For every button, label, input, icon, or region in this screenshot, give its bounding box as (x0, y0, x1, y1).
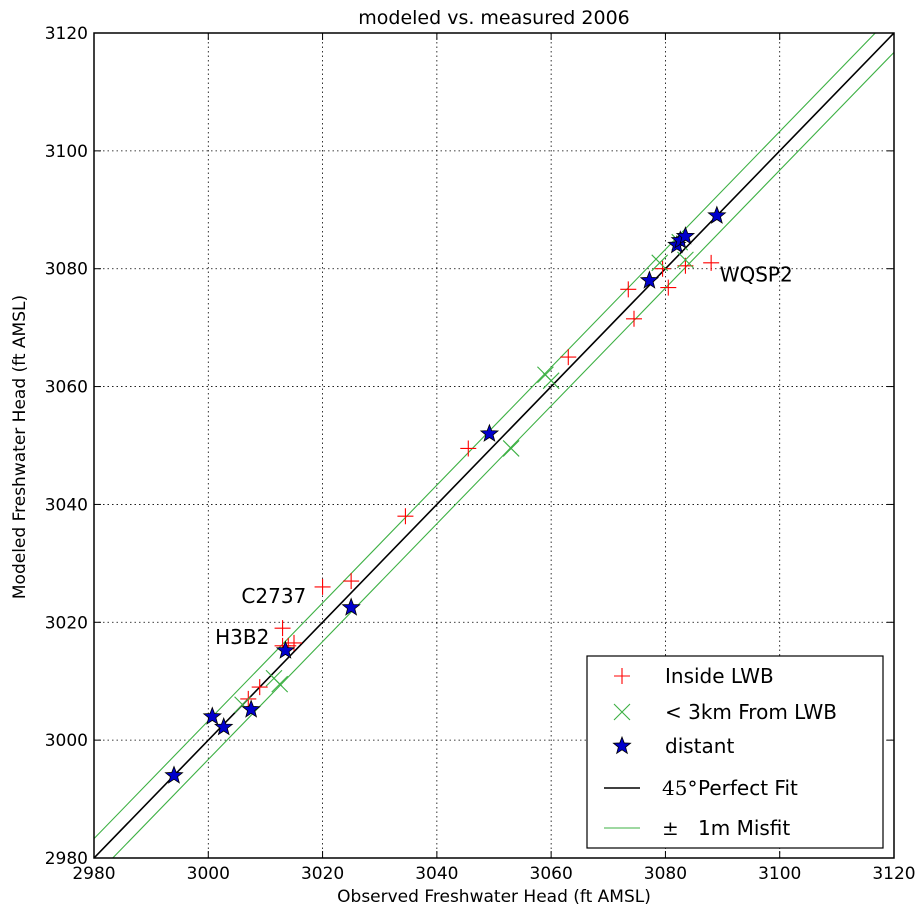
distant-point (639, 270, 660, 289)
fit-line (111, 51, 894, 858)
inside-lwb-point (660, 279, 677, 296)
near-lwb-point (271, 675, 289, 693)
y-tick-label: 2980 (45, 849, 88, 869)
distant-point (479, 423, 500, 442)
x-tick-label: 3060 (530, 864, 573, 884)
chart-title: modeled vs. measured 2006 (358, 7, 630, 29)
inside-lwb-point (251, 679, 268, 696)
distant-point (707, 205, 727, 224)
inside-lwb-point (654, 260, 671, 277)
near-lwb-point (542, 372, 560, 390)
legend: Inside LWB < 3km From LWB distant 45° Perfec… (586, 655, 884, 849)
near-lwb-point (651, 254, 669, 272)
y-tick-label: 3120 (45, 24, 88, 44)
distant-point (164, 765, 184, 784)
x-axis-label: Observed Freshwater Head (ft AMSL) (337, 887, 651, 907)
legend-marker (613, 703, 631, 721)
distant-point (202, 706, 222, 725)
fit-line (94, 33, 877, 840)
legend-label: distant (665, 734, 734, 758)
legend-marker (614, 668, 630, 684)
near-lwb-point (677, 251, 694, 269)
y-tick-label: 3080 (45, 260, 88, 280)
distant-point (241, 699, 261, 718)
x-tick-label: 3020 (301, 864, 344, 884)
y-tick-label: 3100 (45, 142, 88, 162)
y-tick-label: 3060 (45, 378, 88, 398)
legend-label: < 3km From LWB (665, 700, 837, 724)
legend-box (586, 655, 884, 849)
legend-label: 1m Misfit (698, 816, 790, 840)
legend-label: Inside LWB (665, 664, 774, 688)
inside-lwb-point (460, 440, 477, 457)
legend-prefix: ± (662, 816, 679, 840)
x-tick-label: 3100 (758, 864, 801, 884)
x-tick-label: 2980 (72, 864, 115, 884)
y-axis-label: Modeled Freshwater Head (ft AMSL) (10, 295, 30, 599)
inside-lwb-point (314, 578, 331, 595)
inside-lwb-point (620, 281, 637, 298)
annotation-label: H3B2 (215, 625, 269, 649)
inside-lwb-point (397, 508, 414, 525)
inside-lwb-point (274, 620, 291, 637)
inside-lwb-point (626, 310, 642, 327)
annotation-label: WQSP2 (720, 263, 793, 287)
data-points (164, 205, 727, 784)
distant-point (275, 640, 296, 659)
y-tick-label: 3020 (45, 613, 88, 633)
annotation-label: C2737 (241, 584, 306, 608)
fit-line (94, 33, 894, 858)
x-tick-label: 3120 (872, 864, 915, 884)
y-tick-label: 3040 (45, 495, 88, 515)
distant-point (675, 226, 696, 245)
inside-lwb-point (703, 254, 720, 271)
fit-lines (94, 33, 894, 858)
annotations: WQSP2 C2737 H3B2 (215, 263, 793, 649)
x-tick-label: 3000 (187, 864, 230, 884)
inside-lwb-point (560, 349, 577, 366)
distant-point (214, 717, 234, 736)
plot-frame (93, 32, 895, 859)
near-lwb-point (502, 440, 520, 457)
x-tick-label: 3080 (644, 864, 687, 884)
inside-lwb-point (343, 573, 360, 590)
legend-label: Perfect Fit (698, 776, 798, 800)
axis-ticks: 2980 3000 3020 3040 3060 3080 3100 3120 2980 3000… (45, 24, 916, 884)
legend-marker (612, 735, 632, 755)
y-tick-label: 3000 (45, 731, 88, 751)
x-tick-label: 3040 (415, 864, 458, 884)
legend-prefix: 45° (662, 776, 697, 800)
distant-point (341, 597, 361, 616)
